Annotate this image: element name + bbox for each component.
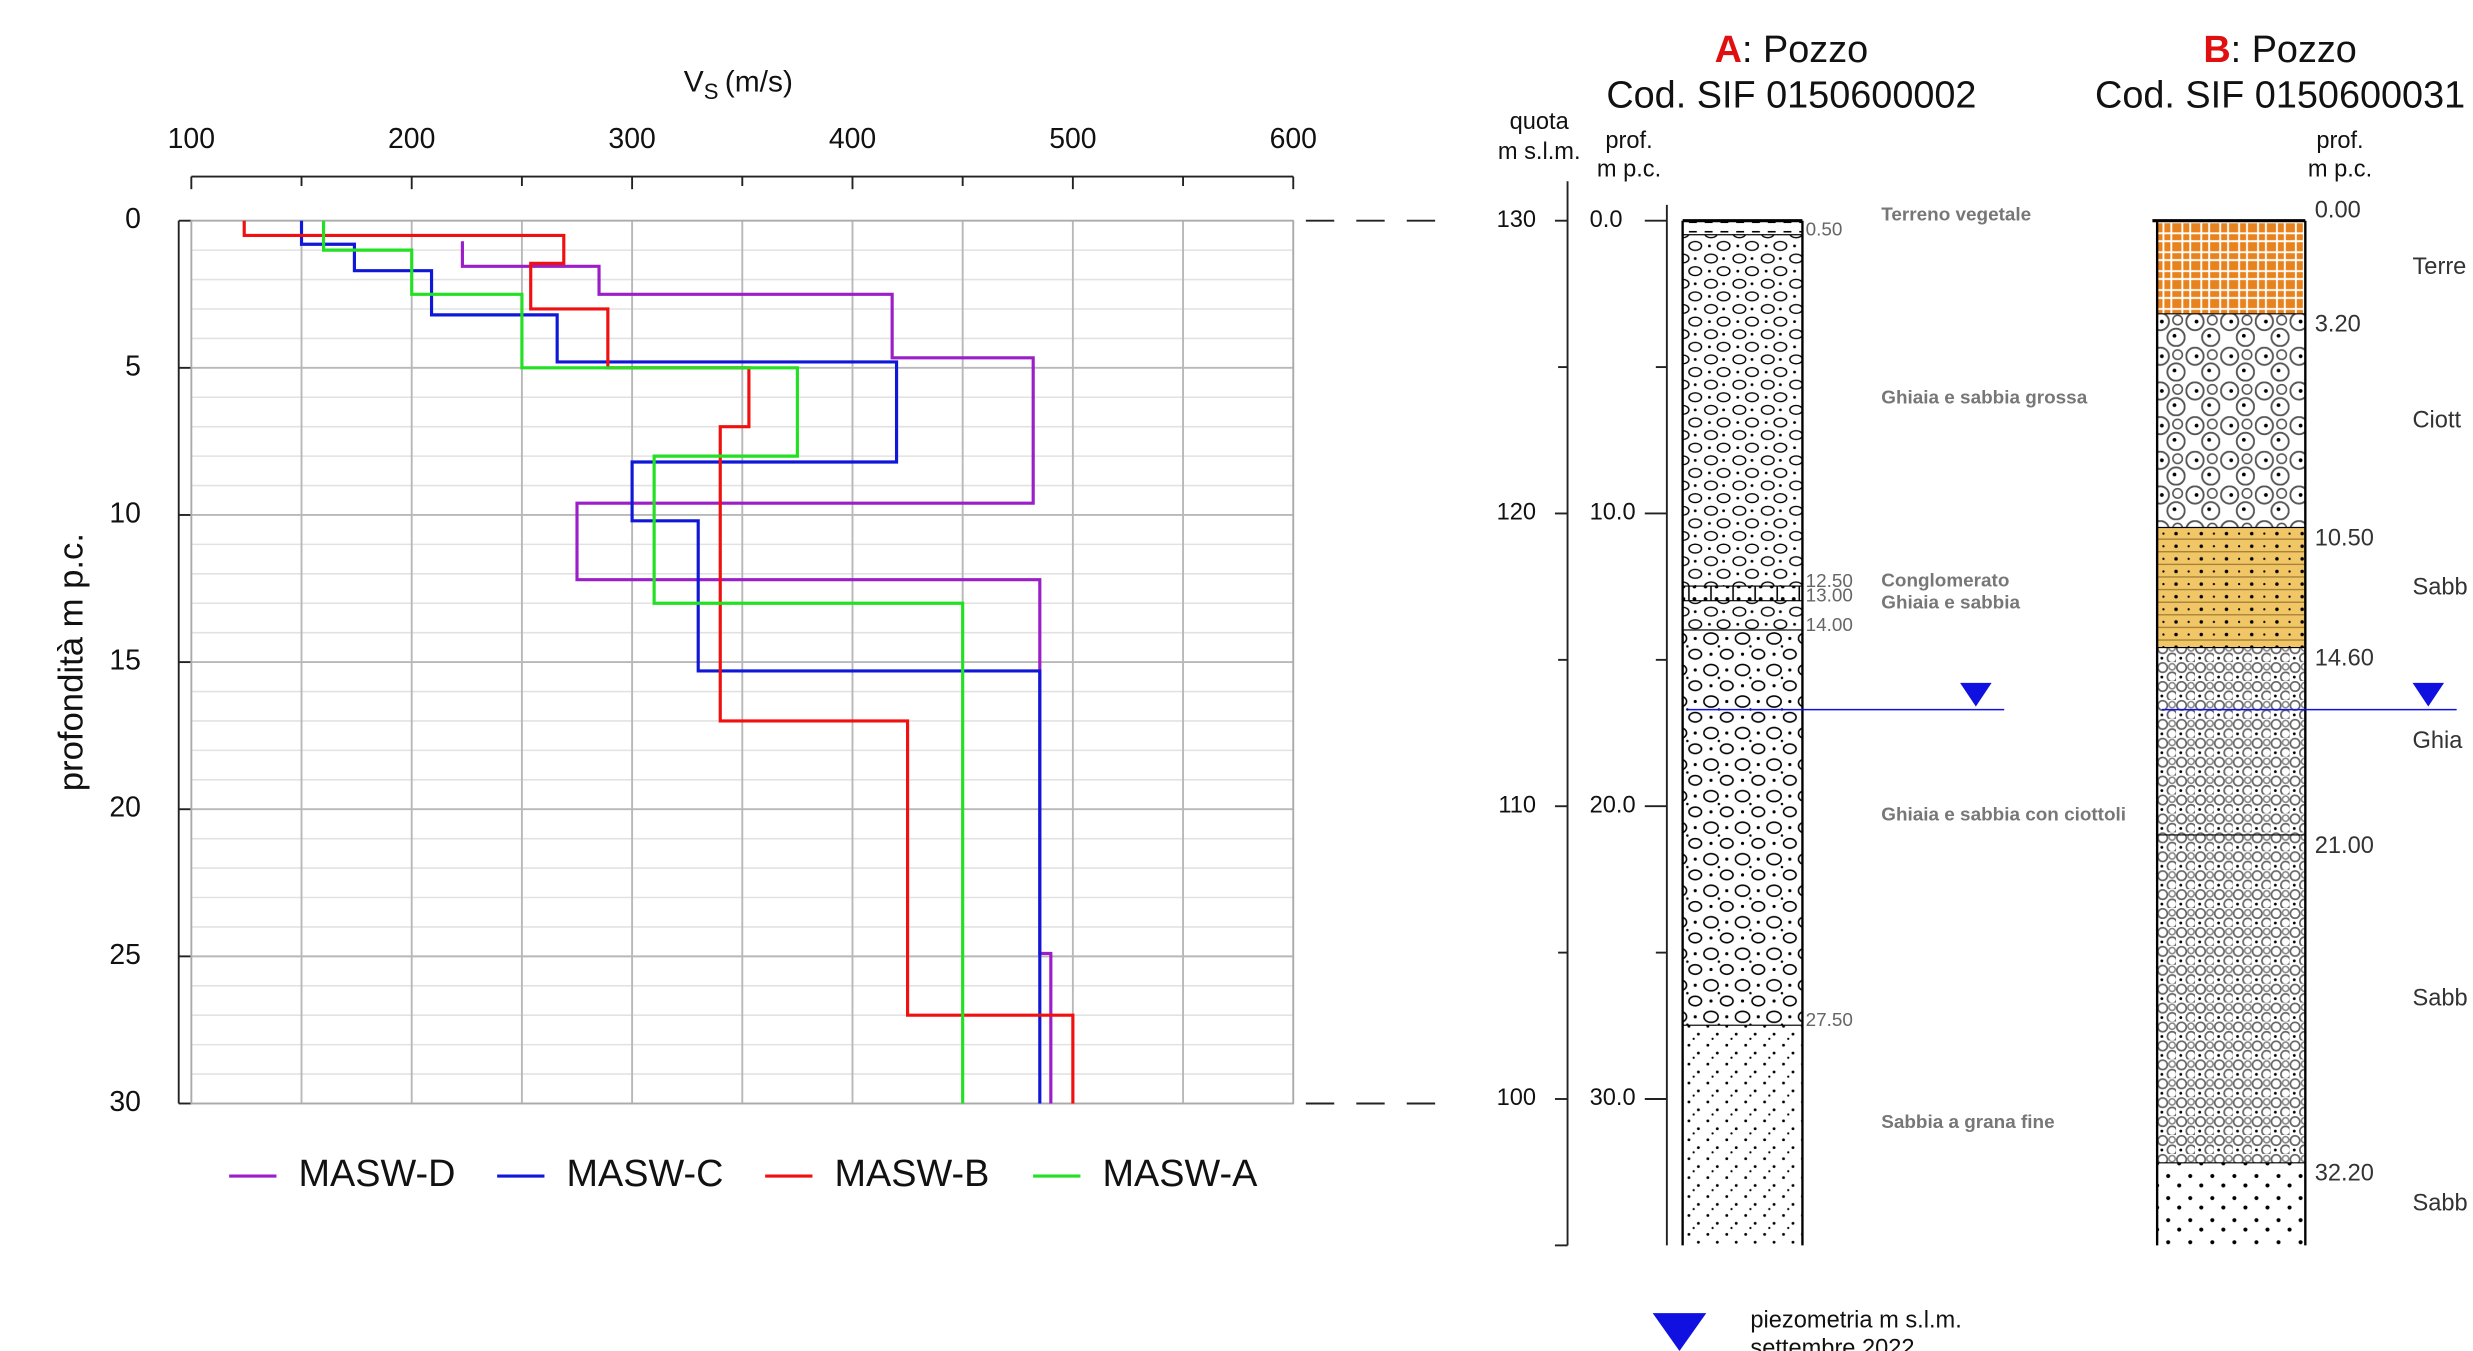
- depth-label: prof.: [1605, 128, 1652, 154]
- layer: [1682, 235, 1803, 587]
- layer: [1682, 1025, 1803, 1246]
- layer-name: Sabbia a grana fine: [1881, 1112, 2054, 1133]
- legend-label: MASW-D: [299, 1153, 456, 1195]
- depth-tick-label: 20.0: [1590, 792, 1636, 818]
- depth-label: 3.20: [2315, 312, 2361, 338]
- depth-label: 32.20: [2315, 1161, 2374, 1187]
- layer-name: Conglomerato: [1881, 570, 2009, 591]
- layer: [1682, 220, 1803, 236]
- elevation-label: m s.l.m.: [1498, 139, 1581, 165]
- x-tick-label: 600: [1270, 123, 1317, 155]
- layer: [2157, 835, 2306, 1164]
- y-tick-label: 30: [109, 1086, 141, 1118]
- water-legend-text: settembre 2022: [1750, 1336, 1914, 1351]
- layer: [1682, 586, 1803, 602]
- plot-frame: [190, 219, 1295, 1105]
- x-label-main: V: [684, 65, 704, 98]
- x-tick-label: 300: [608, 123, 655, 155]
- x-label-sub: S: [704, 79, 719, 104]
- x-tick-label: 100: [168, 123, 215, 155]
- depth-label: 12.50: [1806, 571, 1853, 592]
- layer: [2157, 528, 2306, 649]
- borehole-type: : Pozzo: [2231, 29, 2357, 71]
- layer-name: Sabb: [2413, 574, 2468, 600]
- depth-label: 13.00: [1806, 586, 1853, 607]
- borehole-type: : Pozzo: [1742, 29, 1868, 71]
- series-line: [321, 220, 965, 1104]
- x-axis-label: VS (m/s): [684, 65, 793, 103]
- legend-label: MASW-A: [1103, 1153, 1259, 1195]
- layer-name: Ghiaia e sabbia grossa: [1881, 387, 2087, 408]
- layer-name: Ghiaia e sabbia: [1881, 592, 2020, 613]
- depth-header: m p.c.: [2308, 157, 2372, 183]
- series-line: [299, 220, 1042, 1104]
- depth-header: prof.: [2316, 128, 2363, 154]
- layer-name: Ciott: [2413, 407, 2462, 433]
- y-tick-label: 25: [109, 939, 141, 971]
- depth-tick-label: 30.0: [1590, 1085, 1636, 1111]
- borehole-letter: A: [1715, 29, 1742, 71]
- water-legend-symbol: [1652, 1313, 1707, 1351]
- depth-label: m p.c.: [1597, 157, 1661, 183]
- elevation-label: quota: [1510, 109, 1570, 135]
- layer: [2157, 1163, 2306, 1246]
- y-tick-label: 10: [109, 497, 141, 529]
- x-tick-label: 500: [1049, 123, 1096, 155]
- elevation-tick-label: 120: [1497, 500, 1536, 526]
- x-tick-label: 200: [388, 123, 435, 155]
- y-axis-label: profondità m p.c.: [52, 533, 90, 791]
- layer: [2157, 314, 2306, 529]
- elevation-tick-label: 130: [1497, 207, 1536, 233]
- layer: [1682, 630, 1803, 1026]
- layer-name: Sabb: [2413, 1191, 2468, 1217]
- borehole-title: B: Pozzo: [2203, 29, 2356, 71]
- layer-name: Terreno vegetale: [1881, 204, 2031, 225]
- layer-name: Ghia: [2413, 728, 2464, 754]
- borehole-code: Cod. SIF 0150600031: [2095, 75, 2465, 117]
- y-tick-label: 0: [125, 203, 141, 235]
- legend-label: MASW-B: [835, 1153, 990, 1195]
- borehole-letter: B: [2203, 29, 2230, 71]
- layer-name: Terre: [2413, 254, 2467, 280]
- water-symbol: [2412, 682, 2445, 707]
- layer: [2157, 648, 2306, 836]
- elevation-tick-label: 110: [1498, 792, 1536, 818]
- layer: [1682, 601, 1803, 631]
- depth-label: 10.50: [2315, 525, 2374, 551]
- elevation-tick-label: 100: [1497, 1085, 1536, 1111]
- y-tick-label: 5: [125, 350, 141, 382]
- depth-tick-label: 0.0: [1590, 207, 1623, 233]
- y-tick-label: 15: [109, 645, 141, 677]
- layer: [2157, 220, 2306, 315]
- depth-label: 14.60: [2315, 645, 2374, 671]
- layer-name: Ghiaia e sabbia con ciottoli: [1881, 805, 2126, 826]
- depth-label: 14.00: [1806, 615, 1853, 636]
- depth-label: 21.00: [2315, 833, 2374, 859]
- layer-name: Sabb: [2413, 986, 2468, 1012]
- borehole-code: Cod. SIF 0150600002: [1606, 75, 1976, 117]
- depth-tick-label: 10.0: [1590, 500, 1636, 526]
- depth-label: 0.50: [1806, 220, 1843, 241]
- depth-label: 0.00: [2315, 197, 2361, 223]
- x-tick-label: 400: [829, 123, 876, 155]
- water-legend-text: piezometria m s.l.m.: [1750, 1307, 1961, 1333]
- x-label-unit: (m/s): [725, 65, 793, 98]
- depth-label: 27.50: [1806, 1010, 1853, 1031]
- y-tick-label: 20: [109, 792, 141, 824]
- borehole-title: A: Pozzo: [1715, 29, 1868, 71]
- water-symbol: [1960, 682, 1992, 707]
- legend-label: MASW-C: [567, 1153, 724, 1195]
